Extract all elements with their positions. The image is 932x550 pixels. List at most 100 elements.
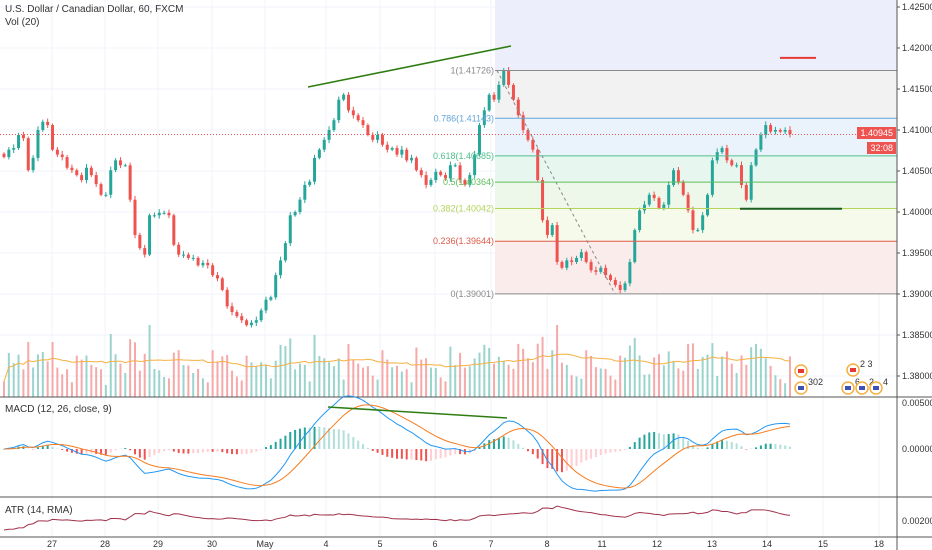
candle [128, 162, 132, 203]
candle-body [12, 148, 16, 150]
candle-body [89, 167, 93, 176]
macd-histogram-bar [672, 433, 675, 449]
volume-bar [371, 375, 374, 397]
candle [211, 263, 215, 278]
macd-histogram-bar [260, 449, 263, 450]
candle-body [676, 170, 680, 182]
candle-body [337, 99, 341, 121]
candle [439, 170, 443, 177]
macd-histogram-bar [454, 449, 457, 455]
volume-bar [138, 370, 141, 397]
candle [419, 167, 423, 178]
candle-body [288, 215, 292, 244]
candle-body [594, 270, 598, 272]
candle [444, 172, 448, 181]
volume-bar [468, 366, 471, 397]
candle-body [220, 278, 224, 290]
volume-bar [454, 365, 457, 397]
volume-bar [628, 345, 631, 397]
macd-histogram-bar [488, 440, 491, 449]
volume-bar [332, 366, 335, 397]
candle [521, 111, 525, 134]
volume-bar [366, 366, 369, 397]
macd-histogram-bar [711, 444, 714, 449]
candle-body [487, 94, 491, 111]
economic-event-flag[interactable]: 4 [869, 377, 888, 395]
economic-event-flag[interactable]: 6 [841, 377, 860, 395]
candle-body [118, 160, 122, 166]
candle-body [788, 130, 792, 135]
candle-body [783, 130, 787, 132]
macd-histogram-bar [400, 449, 403, 459]
candle [429, 177, 433, 187]
candle-body [80, 175, 84, 181]
candle-body [254, 320, 258, 323]
volume-bar [536, 343, 539, 397]
macd-histogram-bar [352, 437, 355, 449]
volume-bar [347, 343, 350, 397]
symbol-title: U.S. Dollar / Canadian Dollar, 60, FXCM [5, 4, 184, 15]
candle-body [638, 210, 642, 231]
volume-bar [570, 375, 573, 397]
candle [633, 228, 637, 264]
fib-level-label: 1(1.41726) [450, 65, 494, 75]
macd-histogram-bar [527, 449, 529, 452]
volume-bar [109, 334, 112, 397]
candle [492, 92, 496, 103]
atr-axis-label: 0.00200 [902, 516, 932, 526]
macd-histogram-bar [696, 447, 699, 449]
time-axis-label: 13 [707, 539, 717, 549]
macd-histogram-bar [274, 441, 277, 449]
candle [487, 93, 491, 112]
macd-histogram-bar [192, 449, 195, 454]
macd-histogram-bar [187, 449, 190, 454]
candle-body [550, 225, 554, 235]
candles [2, 66, 792, 328]
macd-histogram-bar [328, 428, 331, 449]
volume-bar [22, 369, 25, 397]
macd-histogram-bar [459, 449, 462, 455]
volume-bar [216, 361, 219, 397]
candle [541, 177, 545, 223]
volume-bar [235, 376, 238, 397]
volume-bar [298, 363, 301, 397]
candle-body [429, 180, 433, 185]
volume-bar [211, 350, 214, 397]
candle [46, 118, 50, 128]
volume-bar [391, 367, 394, 397]
volume-bar [352, 359, 355, 397]
candle [215, 271, 219, 282]
economic-event-flag[interactable]: 2 3 [846, 359, 873, 377]
candle-body [7, 149, 11, 158]
candle [361, 116, 365, 128]
volume-bar [405, 369, 408, 397]
candle-body [317, 149, 321, 158]
volume-bar [255, 366, 258, 397]
economic-event-flag[interactable]: 302 [794, 377, 823, 395]
event-flag-ca-icon [798, 369, 804, 373]
candle [608, 273, 612, 282]
candle [536, 148, 540, 182]
candle-body [225, 289, 229, 307]
candle [157, 209, 161, 219]
volume-bar [303, 364, 306, 397]
candle-body [264, 299, 268, 311]
candle [759, 132, 763, 153]
candle-body [65, 157, 69, 168]
volume-bar [565, 364, 568, 397]
economic-event-flag[interactable] [794, 364, 808, 378]
volume-bar [182, 365, 185, 397]
last-price-tag: 1.40945 [857, 127, 896, 139]
economic-event-flag[interactable]: 2 [855, 377, 874, 395]
macd-histogram-bar [624, 449, 627, 450]
macd-histogram-bar [449, 449, 452, 456]
volume-bar [575, 376, 578, 397]
macd-histogram-bar [366, 447, 369, 449]
volume-bar [51, 342, 54, 397]
macd-histogram-bar [386, 449, 389, 457]
candle-body [380, 134, 384, 145]
volume-bar [556, 325, 559, 397]
volume-bar [289, 338, 292, 397]
macd-histogram-bar [46, 445, 49, 449]
